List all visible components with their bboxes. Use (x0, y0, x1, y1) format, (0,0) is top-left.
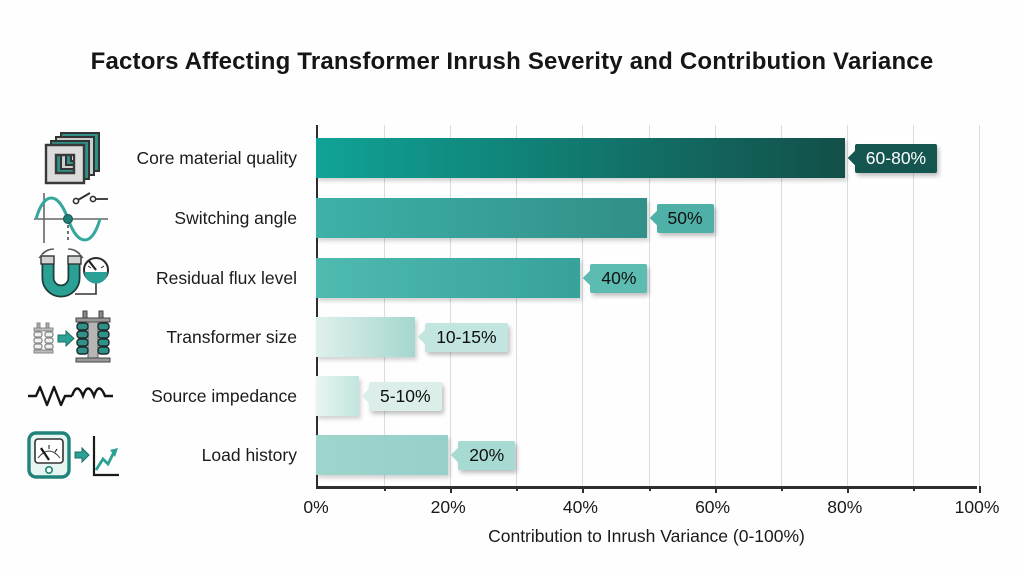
category-label: Residual flux level (155, 267, 297, 288)
resistor-inductor-icon (24, 364, 120, 428)
transformer-size-compare-icon (24, 305, 120, 369)
value-callout: 10-15% (425, 322, 508, 352)
x-tick-label: 60% (695, 497, 731, 517)
category-label: Switching angle (174, 207, 297, 228)
sine-wave-switch-icon (24, 186, 120, 250)
plot-area (316, 125, 981, 493)
bar-row-core-material: 60-80% (316, 138, 938, 178)
meter-trend-chart-icon (24, 423, 120, 487)
category-label: Core material quality (136, 147, 297, 168)
x-tick-label: 40% (562, 497, 598, 517)
bar-row-residual-flux: 40% (316, 258, 648, 298)
x-tick-label: 80% (827, 497, 863, 517)
category-label: Transformer size (166, 326, 297, 347)
category-row-load-history: Load history (0, 431, 306, 479)
bar-load-history (316, 435, 449, 475)
x-tick-label: 0% (303, 497, 329, 517)
bar-row-transformer-size: 10-15% (316, 317, 508, 357)
category-row-core-material: Core material quality (0, 132, 306, 185)
x-tick-label: 20% (430, 497, 466, 517)
laminated-core-icon (24, 126, 120, 190)
x-axis-title: Contribution to Inrush Variance (0-100%) (488, 526, 805, 546)
chart-title: Factors Affecting Transformer Inrush Sev… (90, 48, 934, 75)
bar-transformer-size (316, 317, 416, 357)
value-callout: 60-80% (854, 143, 938, 173)
value-callout: 5-10% (369, 381, 442, 411)
value-callout: 40% (590, 263, 648, 293)
bar-source-impedance (316, 376, 359, 416)
bar-row-switching-angle: 50% (316, 198, 714, 238)
category-label: Load history (201, 444, 297, 465)
bar-row-source-impedance: 5-10% (316, 376, 442, 416)
bar-switching-angle (316, 198, 647, 238)
category-row-transformer-size: Transformer size (0, 310, 306, 363)
bar-residual-flux (316, 258, 581, 298)
bar-core-material (316, 138, 845, 178)
bar-row-load-history: 20% (316, 435, 516, 475)
category-label: Source impedance (151, 385, 297, 406)
category-row-source-impedance: Source impedance (0, 376, 306, 416)
value-callout: 20% (458, 440, 516, 470)
category-row-switching-angle: Switching angle (0, 192, 306, 243)
value-callout: 50% (656, 203, 714, 233)
category-row-residual-flux: Residual flux level (0, 248, 306, 298)
x-axis-ticks: 0% 20% 40% 60% 80% 100% (303, 497, 999, 519)
x-tick-label: 100% (954, 497, 1000, 517)
horseshoe-magnet-gauge-icon (24, 246, 120, 310)
